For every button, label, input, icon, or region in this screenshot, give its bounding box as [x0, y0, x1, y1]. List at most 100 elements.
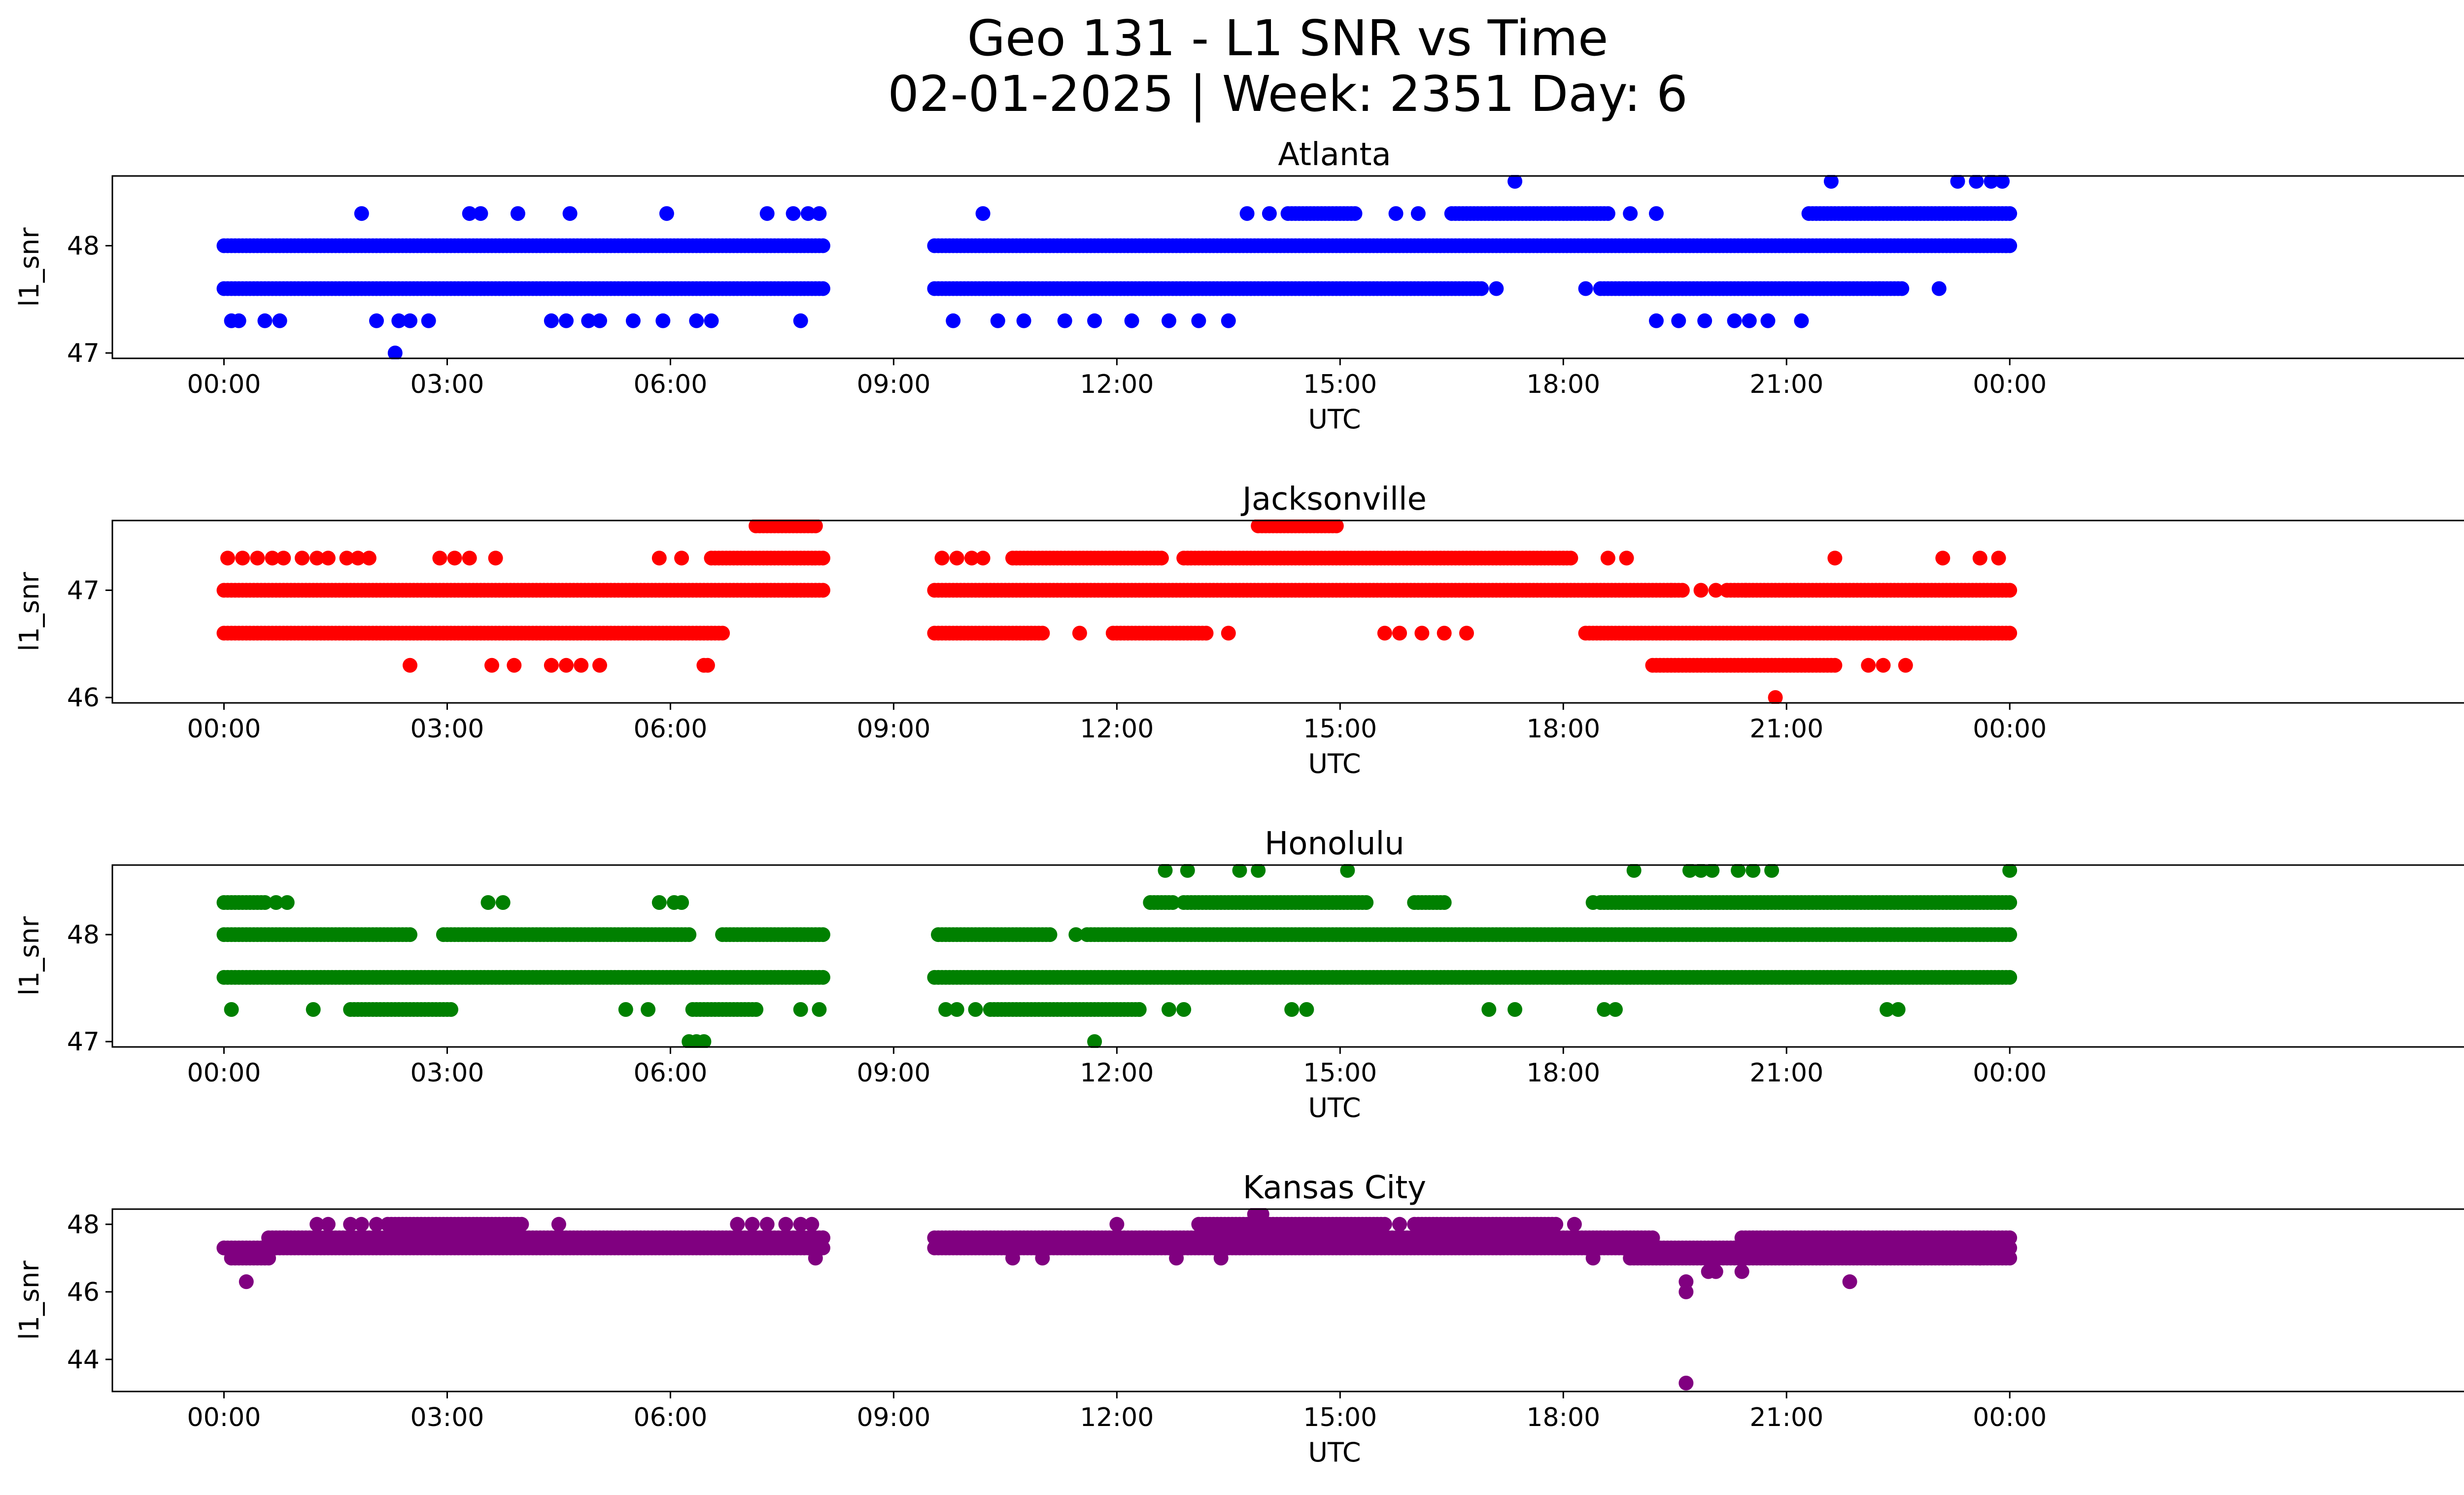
data-point [808, 520, 823, 533]
data-point [574, 658, 589, 673]
y-axis-label: l1_snr [14, 1260, 45, 1340]
x-tick-label: 06:00 [633, 1403, 707, 1432]
data-point [815, 281, 830, 296]
data-point [1154, 551, 1169, 566]
data-point [1392, 626, 1407, 641]
data-point [507, 658, 522, 673]
x-tick-label: 15:00 [1303, 370, 1377, 399]
data-point [2002, 927, 2018, 942]
data-point [391, 313, 407, 328]
x-tick-label: 15:00 [1303, 1403, 1377, 1432]
data-point [1198, 626, 1214, 641]
data-point [1742, 313, 1757, 328]
y-tick-label: 47 [67, 1027, 100, 1057]
data-point [1972, 1251, 1987, 1266]
data-point [682, 927, 697, 942]
data-point [815, 551, 830, 566]
x-tick-label: 12:00 [1080, 1058, 1154, 1088]
data-point [473, 206, 488, 221]
data-point [269, 895, 284, 910]
data-point [1359, 895, 1374, 910]
data-point [1682, 864, 1697, 878]
data-point [1251, 864, 1266, 878]
axes-frame [111, 1208, 2464, 1392]
data-point [1872, 281, 1887, 296]
figure-title-line1: Geo 131 - L1 SNR vs Time [967, 9, 1608, 67]
data-point [1880, 1002, 1895, 1017]
data-point [350, 551, 366, 566]
data-point [1876, 658, 1891, 673]
data-point [361, 551, 376, 566]
data-point [1738, 583, 1753, 598]
data-point [220, 551, 235, 566]
panel-title: Atlanta [1278, 137, 1391, 173]
data-point [1254, 1208, 1269, 1222]
y-tick-label: 48 [67, 920, 100, 950]
data-point [793, 1002, 808, 1017]
data-point [745, 1217, 760, 1232]
data-point [1991, 551, 2006, 566]
data-point [339, 551, 354, 566]
data-point [1827, 658, 1843, 673]
data-point [343, 1002, 358, 1017]
x-tick-label: 00:00 [187, 370, 261, 399]
x-tick-label: 09:00 [856, 1058, 930, 1088]
data-point [1284, 1002, 1300, 1017]
x-tick-label: 00:00 [187, 1058, 261, 1088]
data-point [2002, 864, 2018, 878]
data-point [1437, 626, 1452, 641]
data-point [793, 1217, 808, 1232]
data-point [1016, 313, 1031, 328]
data-point [1597, 1002, 1612, 1017]
data-point [1221, 313, 1236, 328]
x-tick-label: 00:00 [1973, 370, 2047, 399]
data-point [1169, 1251, 1184, 1266]
data-point [1377, 626, 1392, 641]
data-point [1898, 658, 1913, 673]
data-point [1578, 281, 1593, 296]
data-point [1649, 1240, 1664, 1255]
data-point [975, 551, 991, 566]
data-point [403, 927, 417, 942]
y-tick-label: 47 [67, 339, 100, 368]
data-point [1481, 1002, 1497, 1017]
data-point [510, 206, 525, 221]
data-point [1823, 175, 1839, 189]
data-point [1072, 626, 1087, 641]
data-point [495, 895, 511, 910]
data-point [689, 313, 704, 328]
data-point [659, 206, 674, 221]
data-point [1191, 313, 1206, 328]
x-axis-label: UTC [1308, 1437, 1361, 1468]
data-point [1708, 583, 1723, 598]
data-point [1507, 175, 1523, 189]
data-point [488, 551, 503, 566]
data-point [231, 313, 246, 328]
data-point [1176, 1002, 1192, 1017]
data-point [800, 206, 816, 221]
data-point [2002, 970, 2018, 985]
data-point [1459, 626, 1474, 641]
data-point [1563, 551, 1578, 566]
panel-title: Jacksonville [1240, 481, 1427, 518]
data-point [1705, 864, 1720, 878]
panel-title: Honolulu [1265, 826, 1404, 862]
data-point [1760, 313, 1776, 328]
data-point [1626, 864, 1642, 878]
x-tick-label: 12:00 [1080, 714, 1154, 744]
data-point [1340, 864, 1355, 878]
data-point [1969, 175, 1984, 189]
data-point [403, 658, 417, 673]
data-point [1697, 313, 1712, 328]
axes-frame [111, 520, 2464, 704]
data-point [1678, 1284, 1694, 1299]
data-point [1347, 206, 1363, 221]
data-point [2002, 626, 2018, 641]
data-point [949, 551, 964, 566]
data-point [216, 1240, 232, 1255]
y-axis-label: l1_snr [14, 572, 45, 652]
x-tick-label: 21:00 [1749, 1058, 1823, 1088]
data-point [1745, 864, 1761, 878]
x-axis-label: UTC [1308, 404, 1361, 435]
data-point [562, 206, 578, 221]
